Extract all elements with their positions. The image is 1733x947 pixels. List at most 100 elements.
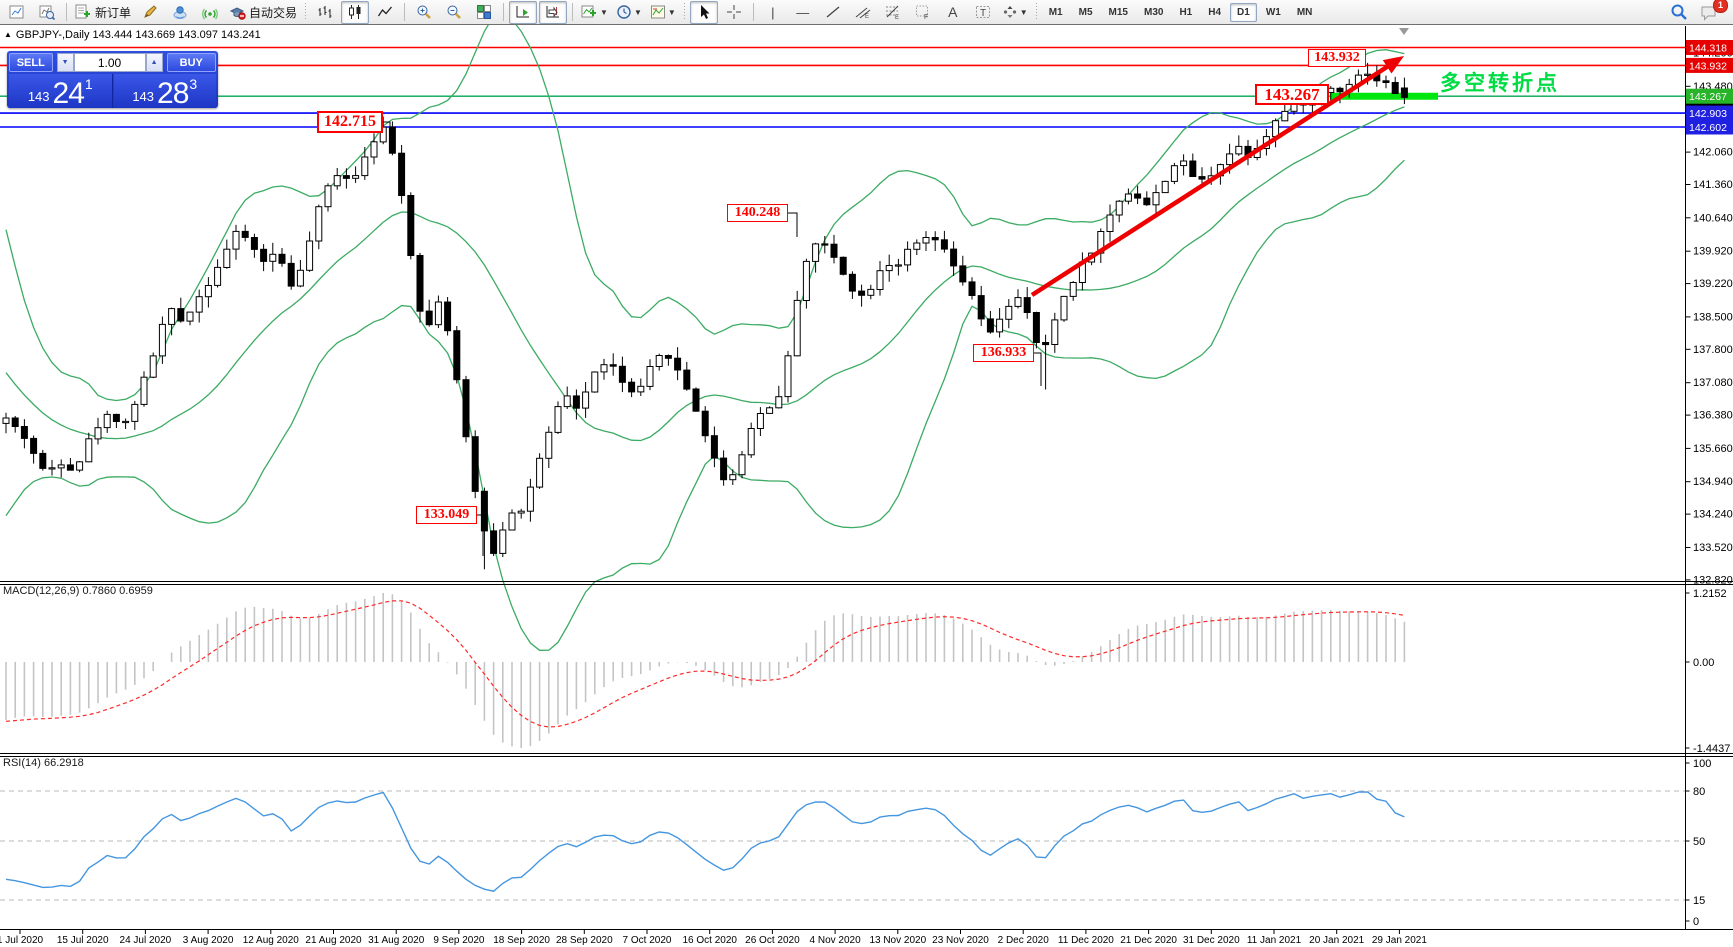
templates-button[interactable]: ▼	[647, 1, 679, 24]
timeframe-M30[interactable]: M30	[1143, 6, 1164, 18]
timeframe-M15[interactable]: M15	[1108, 6, 1128, 18]
tile-windows-button[interactable]	[470, 1, 498, 24]
trend-arrow-line[interactable]	[1030, 60, 1396, 297]
price-label-136-933[interactable]: 136.933	[973, 344, 1034, 362]
price-label-140-248[interactable]: 140.248	[727, 204, 788, 222]
fibo-grid-button[interactable]: F	[909, 1, 937, 24]
candle-body	[784, 355, 792, 398]
rsi-axis-label: 15	[1693, 895, 1705, 907]
time-axis[interactable]: 1 Jul 2020 15 Jul 2020 24 Jul 2020 3 Aug 20…	[0, 930, 1427, 946]
chart-shift-marker[interactable]	[1399, 28, 1409, 35]
time-tick-label: 13 Nov 2020	[869, 935, 926, 946]
candle-body	[646, 366, 654, 387]
price-label-143-932[interactable]: 143.932	[1308, 49, 1366, 67]
macd-axis-label: 1.2152	[1693, 588, 1727, 600]
signals-icon	[202, 8, 218, 20]
text-button[interactable]: A	[939, 1, 967, 24]
timeframe-M5[interactable]: M5	[1078, 6, 1093, 18]
price-label-133-049[interactable]: 133.049	[416, 506, 477, 524]
candle-body	[499, 529, 507, 554]
price-tick-label: 140.640	[1693, 212, 1733, 224]
arrows-button[interactable]: ▼	[999, 1, 1031, 24]
new-order-button[interactable]: 新订单	[72, 1, 134, 24]
toolbar-drag-handle[interactable]	[1034, 3, 1038, 21]
price-badge-144.318	[1686, 40, 1733, 55]
price-tick-label: 137.800	[1693, 344, 1733, 356]
price-label-142-715[interactable]: 142.715	[317, 111, 383, 133]
cursor-button[interactable]	[689, 0, 718, 24]
toolbar-drag-handle[interactable]	[304, 3, 308, 21]
buy-button[interactable]: BUY	[166, 53, 216, 72]
candle-body	[1226, 153, 1234, 166]
autotrading-button[interactable]: 自动交易	[226, 1, 300, 24]
timeframe-W1[interactable]: W1	[1265, 6, 1281, 18]
turning-point-annotation[interactable]: 多空转折点	[1440, 72, 1560, 95]
fibonacci-button[interactable]: E	[879, 1, 907, 24]
auto-scroll-button[interactable]	[509, 0, 538, 24]
channel-button[interactable]: E	[849, 1, 877, 24]
candle-body	[582, 391, 590, 409]
rsi-line	[5, 791, 1405, 892]
price-axis[interactable]: 144.200143.480142.760142.060141.360140.6…	[1685, 40, 1733, 586]
new-chart-button[interactable]	[3, 1, 31, 24]
candle-body	[600, 364, 608, 373]
horizontal-line-button[interactable]: —	[789, 1, 817, 24]
price-label-143-267[interactable]: 143.267	[1255, 84, 1329, 105]
time-tick-label: 12 Aug 2020	[243, 935, 300, 946]
zoom-in-button[interactable]	[410, 1, 438, 24]
volume-increase-button[interactable]: ▲	[145, 53, 163, 72]
candle-body	[11, 417, 19, 427]
line-chart-button[interactable]	[371, 1, 399, 24]
candle-body	[2, 417, 10, 424]
one-click-toggle-icon[interactable]: ▲	[4, 30, 12, 39]
candle-body	[287, 262, 295, 287]
chart-shift-button[interactable]	[539, 0, 568, 24]
sell-price-pips: 24	[52, 76, 85, 110]
candle-body	[554, 406, 562, 433]
timeframe-MN[interactable]: MN	[1296, 6, 1313, 18]
vertical-line-button[interactable]: |	[759, 1, 787, 24]
trendline-button[interactable]	[819, 1, 847, 24]
text-label-button[interactable]: T	[969, 1, 997, 24]
timeframe-H1[interactable]: H1	[1179, 6, 1193, 18]
notifications-button[interactable]: 1	[1695, 0, 1728, 24]
sell-button[interactable]: SELL	[9, 53, 53, 72]
toolbar-drag-handle[interactable]	[682, 3, 686, 21]
profiles-button[interactable]	[33, 1, 61, 24]
volume-input[interactable]	[73, 53, 146, 72]
indicator-axis[interactable]: 1.2152 0.00 -1.4437 100 80 50 15 0	[1685, 588, 1731, 928]
candle-body	[904, 248, 912, 266]
candle-body	[306, 240, 314, 271]
candle-body	[223, 248, 231, 268]
periods-button[interactable]: ▼	[613, 1, 645, 24]
candlestick-chart-button[interactable]	[341, 0, 370, 24]
timeframe-H4[interactable]: H4	[1208, 6, 1222, 18]
signals-button[interactable]	[196, 1, 224, 24]
candle-body	[352, 175, 360, 179]
price-tick-label: 136.380	[1693, 410, 1733, 422]
timeframe-D1[interactable]: D1	[1230, 2, 1257, 22]
new-chart-icon	[9, 5, 24, 19]
candlestick-series[interactable]	[2, 62, 1408, 570]
zoom-out-button[interactable]	[440, 1, 468, 24]
candle-body	[986, 318, 994, 333]
candle-body	[1060, 295, 1068, 321]
buy-price-display[interactable]: 143 28 3	[113, 74, 216, 108]
indicators-button[interactable]: ▼	[578, 1, 611, 24]
crosshair-button[interactable]	[720, 1, 748, 24]
sell-price-display[interactable]: 143 24 1	[9, 74, 113, 108]
community-button[interactable]	[166, 1, 194, 24]
price-badge-142.903	[1686, 105, 1733, 121]
candle-body	[545, 431, 553, 459]
candle-body	[867, 288, 875, 296]
search-button[interactable]	[1665, 1, 1693, 24]
macd-label: MACD(12,26,9) 0.7860 0.6959	[3, 585, 153, 597]
time-tick-label: 21 Aug 2020	[305, 935, 362, 946]
candle-body	[1198, 176, 1206, 180]
bar-chart-button[interactable]	[311, 1, 339, 24]
volume-decrease-button[interactable]: ▼	[56, 53, 74, 72]
timeframe-M1[interactable]: M1	[1048, 6, 1063, 18]
svg-text:F: F	[924, 14, 928, 20]
styler-button[interactable]	[136, 1, 164, 24]
